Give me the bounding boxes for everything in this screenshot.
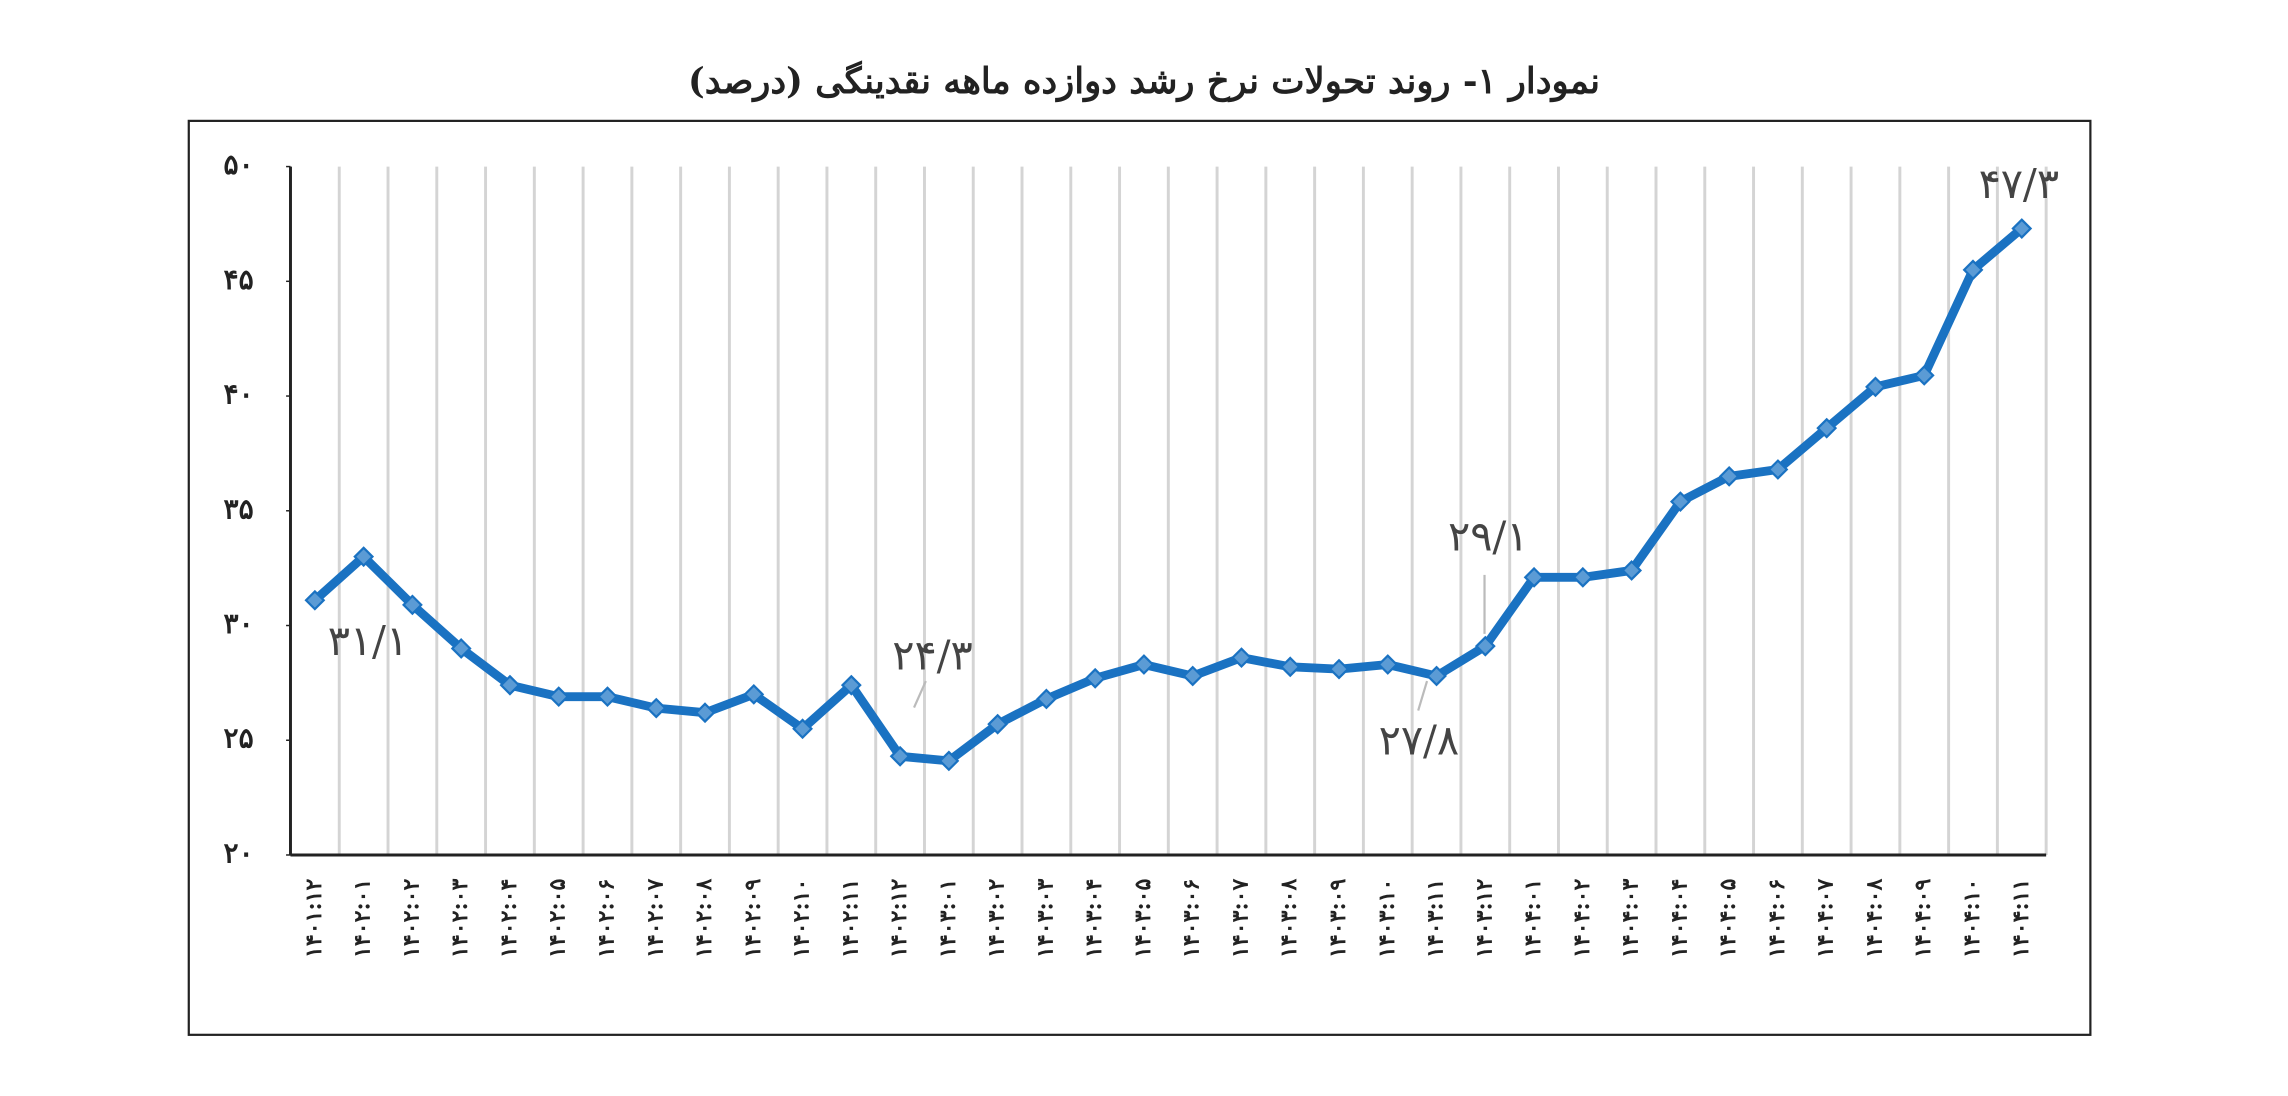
data-label: ۲۴/۳ — [892, 632, 972, 680]
point-marker — [1669, 491, 1691, 513]
point-marker — [987, 713, 1009, 735]
point-marker — [1328, 658, 1350, 680]
point-marker — [1133, 654, 1155, 675]
x-tick-label: ۱۴۰۴:۱۱ — [2008, 879, 2034, 958]
x-tick-label: ۱۴۰۳:۰۳ — [1032, 878, 1058, 958]
x-tick-label: ۱۴۰۲:۰۲ — [398, 878, 424, 958]
x-tick-label: ۱۴۰۴:۰۲ — [1569, 878, 1595, 958]
x-tick-label: ۱۴۰۳:۰۲ — [984, 878, 1010, 958]
data-label: ۲۷/۸ — [1379, 716, 1459, 764]
point-marker — [1962, 259, 1984, 281]
point-marker — [1718, 465, 1740, 487]
y-tick-label: ۳۵ — [224, 492, 254, 525]
leader-line — [1417, 680, 1429, 711]
x-tick-label: ۱۴۰۳:۰۴ — [1081, 879, 1107, 958]
x-tick-label: ۱۴۰۴:۰۸ — [1861, 878, 1887, 958]
point-marker — [450, 638, 472, 659]
x-tick-label: ۱۴۰۴:۰۶ — [1764, 879, 1790, 958]
y-tick-label: ۳۰ — [224, 607, 254, 640]
point-marker — [2011, 218, 2033, 239]
x-tick-label: ۱۴۰۲:۰۶ — [593, 879, 619, 958]
x-tick-label: ۱۴۰۴:۰۴ — [1666, 879, 1692, 958]
x-tick-label: ۱۴۰۲:۰۱ — [350, 879, 376, 958]
point-marker — [1231, 647, 1252, 669]
x-tick-label: ۱۴۰۳:۰۹ — [1325, 878, 1351, 958]
point-marker — [1426, 665, 1447, 687]
x-tick-label: ۱۴۰۲:۱۰ — [789, 879, 815, 958]
point-marker — [1035, 688, 1057, 710]
point-marker — [353, 546, 375, 568]
point-marker — [304, 589, 326, 611]
point-marker — [499, 674, 521, 696]
data-label: ۲۹/۱ — [1448, 513, 1528, 561]
x-tick-label: ۱۴۰۴:۰۹ — [1910, 878, 1936, 958]
x-tick-label: ۱۴۰۳:۰۸ — [1276, 878, 1302, 958]
point-marker — [1182, 665, 1204, 687]
point-marker — [1084, 667, 1106, 689]
point-marker — [1377, 654, 1399, 675]
x-tick-label: ۱۴۰۳:۰۵ — [1130, 878, 1156, 958]
x-tick-label: ۱۴۰۳:۱۱ — [1423, 879, 1449, 958]
x-tick-label: ۱۴۰۴:۰۱ — [1520, 879, 1546, 958]
y-tick-label: ۵۰ — [224, 148, 254, 181]
point-marker — [402, 594, 423, 616]
y-tick-label: ۲۵ — [224, 722, 254, 755]
y-tick-label: ۴۰ — [224, 378, 254, 411]
x-tick-label: ۱۴۰۳:۰۷ — [1227, 878, 1253, 958]
x-tick-label: ۱۴۰۳:۱۲ — [1471, 878, 1497, 958]
x-tick-label: ۱۴۰۳:۱۰ — [1374, 879, 1400, 958]
point-marker — [597, 686, 618, 708]
x-tick-label: ۱۴۰۴:۰۵ — [1715, 878, 1741, 958]
x-tick-label: ۱۴۰۲:۰۷ — [642, 878, 668, 958]
point-marker — [1767, 459, 1789, 480]
x-tick-label: ۱۴۰۴:۰۳ — [1618, 878, 1644, 958]
y-tick-label: ۲۰ — [224, 836, 254, 869]
x-tick-label: ۱۴۰۱:۱۲ — [301, 878, 327, 958]
x-tick-label: ۱۴۰۲:۰۹ — [740, 878, 766, 958]
x-tick-label: ۱۴۰۲:۱۲ — [886, 878, 912, 958]
chart-frame — [187, 119, 2092, 1036]
point-marker — [840, 674, 862, 696]
x-tick-label: ۱۴۰۴:۰۷ — [1813, 878, 1839, 958]
point-marker — [1523, 566, 1545, 588]
point-marker — [1913, 364, 1935, 386]
point-marker — [743, 683, 765, 705]
x-tick-label: ۱۴۰۲:۰۴ — [496, 879, 522, 958]
x-tick-label: ۱۴۰۴:۱۰ — [1959, 879, 1985, 958]
point-marker — [694, 702, 716, 724]
data-label: ۴۷/۳ — [1979, 160, 2059, 208]
leader-line — [913, 680, 927, 709]
x-tick-label: ۱۴۰۲:۰۵ — [545, 878, 571, 958]
x-tick-label: ۱۴۰۲:۰۸ — [691, 878, 717, 958]
x-tick-label: ۱۴۰۳:۰۱ — [935, 879, 961, 958]
point-marker — [645, 697, 667, 719]
point-marker — [1865, 376, 1886, 398]
point-marker — [792, 718, 813, 740]
point-marker — [1816, 417, 1838, 439]
point-marker — [1474, 635, 1496, 657]
y-tick-label: ۴۵ — [224, 263, 254, 296]
chart-title: نمودار ۱- روند تحولات نرخ رشد دوازده ماه… — [688, 60, 1600, 103]
x-tick-label: ۱۴۰۳:۰۶ — [1179, 879, 1205, 958]
point-marker — [1279, 656, 1301, 678]
point-marker — [938, 750, 960, 772]
data-label: ۳۱/۱ — [328, 617, 408, 665]
point-marker — [1621, 560, 1643, 581]
x-tick-label: ۱۴۰۲:۱۱ — [837, 879, 863, 958]
point-marker — [1572, 566, 1594, 588]
point-marker — [889, 745, 911, 767]
x-tick-label: ۱۴۰۲:۰۳ — [447, 878, 473, 958]
point-marker — [548, 686, 570, 708]
